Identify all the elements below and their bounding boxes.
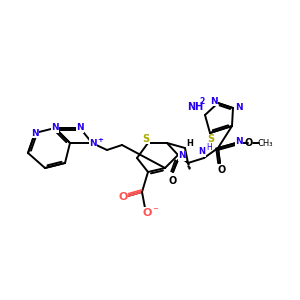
Text: N: N <box>31 128 39 137</box>
Text: N: N <box>89 139 97 148</box>
Text: O: O <box>118 192 128 202</box>
Text: CH₃: CH₃ <box>257 139 273 148</box>
Text: N: N <box>235 137 243 146</box>
Text: O: O <box>169 176 177 186</box>
Text: O: O <box>245 138 253 148</box>
Text: 2: 2 <box>200 98 205 106</box>
Text: H: H <box>206 143 212 152</box>
Text: N: N <box>199 148 206 157</box>
Text: H: H <box>187 139 194 148</box>
Text: N: N <box>178 152 186 160</box>
Text: S: S <box>207 134 214 144</box>
Text: +: + <box>97 137 103 143</box>
Text: N: N <box>51 124 59 133</box>
Text: ⁻: ⁻ <box>152 206 158 216</box>
Text: NH: NH <box>187 102 203 112</box>
Text: N: N <box>210 97 218 106</box>
Text: O: O <box>218 165 226 175</box>
Text: N: N <box>235 103 243 112</box>
Text: N: N <box>76 124 84 133</box>
Text: O: O <box>142 208 152 218</box>
Text: S: S <box>142 134 150 144</box>
